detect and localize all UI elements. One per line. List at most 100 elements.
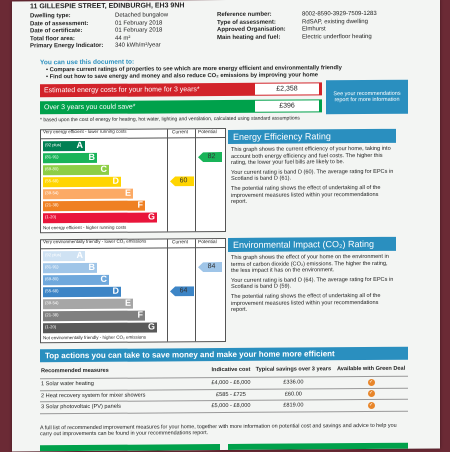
band-letter: C: [100, 163, 108, 174]
table-row: 3 Solar photovoltaic (PV) panels £5,000 …: [40, 399, 408, 414]
current-rating-arrow: 64: [170, 286, 194, 296]
section-paragraph: This graph shows the effect of your home…: [231, 253, 389, 275]
band-range: (1-20): [45, 324, 57, 330]
band-range: (69-80): [45, 166, 59, 172]
savings-label: Over 3 years you could save*: [44, 103, 136, 112]
band-letter: A: [76, 139, 84, 151]
actions-title: Top actions you can take to save money a…: [40, 346, 408, 363]
meta-value: 44 m²: [115, 35, 131, 42]
band-range: (21-38): [45, 312, 59, 318]
rating-band-c: (69-80) C: [43, 163, 109, 175]
bullet-item: • Find out how to save energy and money …: [46, 72, 318, 81]
band-range: (39-54): [45, 300, 59, 306]
green-deal-cell: ✓: [334, 387, 408, 400]
green-deal-cell: ✓: [334, 376, 408, 389]
use-heading: You can use this document to:: [40, 58, 135, 67]
current-column-header: Current: [172, 240, 188, 246]
green-deal-cell: ✓: [334, 399, 408, 412]
savings-bar: Over 3 years you could save* £396: [40, 99, 322, 115]
section-paragraph: This graph shows the current efficiency …: [231, 145, 391, 167]
bottom-green-bar: [228, 442, 408, 450]
chart-top-label: Very environmentally friendly - lower CO…: [43, 238, 147, 245]
based-note: * based upon the cost of energy for heat…: [40, 115, 300, 124]
section-paragraph: Your current rating is band D (64). The …: [231, 276, 394, 291]
band-letter: G: [147, 321, 155, 332]
chart-divider: [195, 129, 196, 232]
rating-band-g: (1-20) G: [43, 321, 157, 333]
cost-cell: £4,000 - £6,000: [209, 377, 253, 390]
band-range: (55-68): [45, 178, 59, 184]
saving-cell: £60.00: [252, 388, 335, 401]
meta-value: Elmhurst: [302, 26, 326, 33]
band-letter: D: [112, 175, 120, 186]
meta-right: Reference number: 8002-8590-3929-7509-128…: [217, 11, 377, 42]
band-letter: E: [124, 297, 131, 308]
cost-cell: £585 - £725: [209, 388, 253, 401]
band-letter: D: [112, 285, 120, 296]
cost-estimate-value: £2,358: [255, 83, 319, 95]
rating-band-b: (81-91) B: [43, 151, 97, 163]
band-range: (81-91): [45, 264, 59, 270]
meta-value: 340 kWh/m²/year: [115, 42, 161, 49]
saving-cell: £336.00: [252, 376, 335, 389]
meta-row: Main heating and fuel: Electric underfloo…: [217, 33, 377, 42]
section-title: Environmental Impact (CO₂) Rating: [228, 236, 396, 252]
chart-divider: [167, 129, 168, 232]
energy-efficiency-chart: Current Potential Very energy efficient …: [40, 128, 226, 234]
meta-key: Main heating and fuel:: [217, 34, 281, 41]
meta-row: Primary Energy Indicator: 340 kWh/m²/year: [30, 42, 168, 50]
band-letter: B: [88, 261, 96, 272]
band-range: (92 plus): [45, 252, 62, 258]
potential-column-header: Potential: [198, 240, 217, 246]
rating-band-a: (92 plus) A: [43, 139, 85, 151]
band-letter: A: [76, 249, 84, 261]
rating-band-g: (1-20) G: [43, 211, 157, 223]
cost-estimate-bar: Estimated energy costs for your home for…: [40, 82, 322, 98]
checkmark-icon: ✓: [367, 390, 375, 398]
meta-value: RdSAP, existing dwelling: [302, 18, 368, 25]
band-range: (1-20): [45, 214, 57, 220]
table-header: Typical savings over 3 years: [252, 362, 335, 378]
potential-column-header: Potential: [198, 130, 217, 136]
chart-divider: [195, 239, 196, 342]
chart-divider: [41, 247, 225, 250]
meta-value: 01 February 2018: [115, 27, 163, 34]
band-range: (81-91): [45, 154, 59, 160]
checkmark-icon: ✓: [367, 401, 375, 409]
potential-rating-arrow: 84: [198, 262, 222, 272]
band-letter: E: [124, 187, 131, 198]
footer-text: A full list of recommended improvement m…: [40, 422, 397, 438]
meta-key: Primary Energy Indicator:: [30, 42, 104, 50]
chart-bottom-label: Not environmentally friendly - higher CO…: [43, 334, 147, 341]
chart-top-label: Very energy efficient - lower running co…: [43, 128, 127, 135]
band-letter: F: [137, 199, 144, 210]
meta-value: Electric underfloor heating: [302, 33, 372, 40]
current-rating-arrow: 60: [170, 176, 194, 186]
energy-efficiency-section: Energy Efficiency Rating This graph show…: [228, 128, 396, 209]
rating-band-e: (39-54) E: [43, 297, 133, 309]
section-paragraph: The potential rating shows the effect of…: [231, 184, 381, 206]
rating-band-b: (81-91) B: [43, 261, 97, 273]
section-title: Energy Efficiency Rating: [228, 128, 396, 144]
band-range: (92 plus): [45, 142, 62, 148]
band-range: (21-38): [45, 202, 59, 208]
rating-band-f: (21-38) F: [43, 199, 145, 211]
section-paragraph: Your current rating is band D (60). The …: [231, 168, 394, 183]
cost-estimate-label: Estimated energy costs for your home for…: [44, 86, 200, 95]
recommendations-box: See your recommendations report for more…: [326, 79, 408, 115]
rating-band-e: (39-54) E: [43, 187, 133, 199]
savings-value: £396: [255, 100, 319, 112]
epc-document: 11 GILLESPIE STREET, EDINBURGH, EH3 9NH …: [12, 0, 440, 452]
table-header: Indicative cost: [209, 362, 253, 378]
band-letter: B: [88, 151, 96, 162]
band-range: (39-54): [45, 190, 59, 196]
environmental-impact-section: Environmental Impact (CO₂) Rating This g…: [228, 236, 396, 317]
environmental-impact-chart: Current Potential Very environmentally f…: [40, 238, 226, 344]
rating-band-f: (21-38) F: [43, 309, 145, 321]
band-letter: F: [137, 309, 144, 320]
chart-divider: [167, 239, 168, 342]
measure-cell: 3 Solar photovoltaic (PV) panels: [40, 400, 210, 414]
bullet-text: Find out how to save energy and money an…: [49, 72, 318, 81]
potential-rating-arrow: 82: [198, 152, 222, 162]
checkmark-icon: ✓: [367, 378, 375, 386]
